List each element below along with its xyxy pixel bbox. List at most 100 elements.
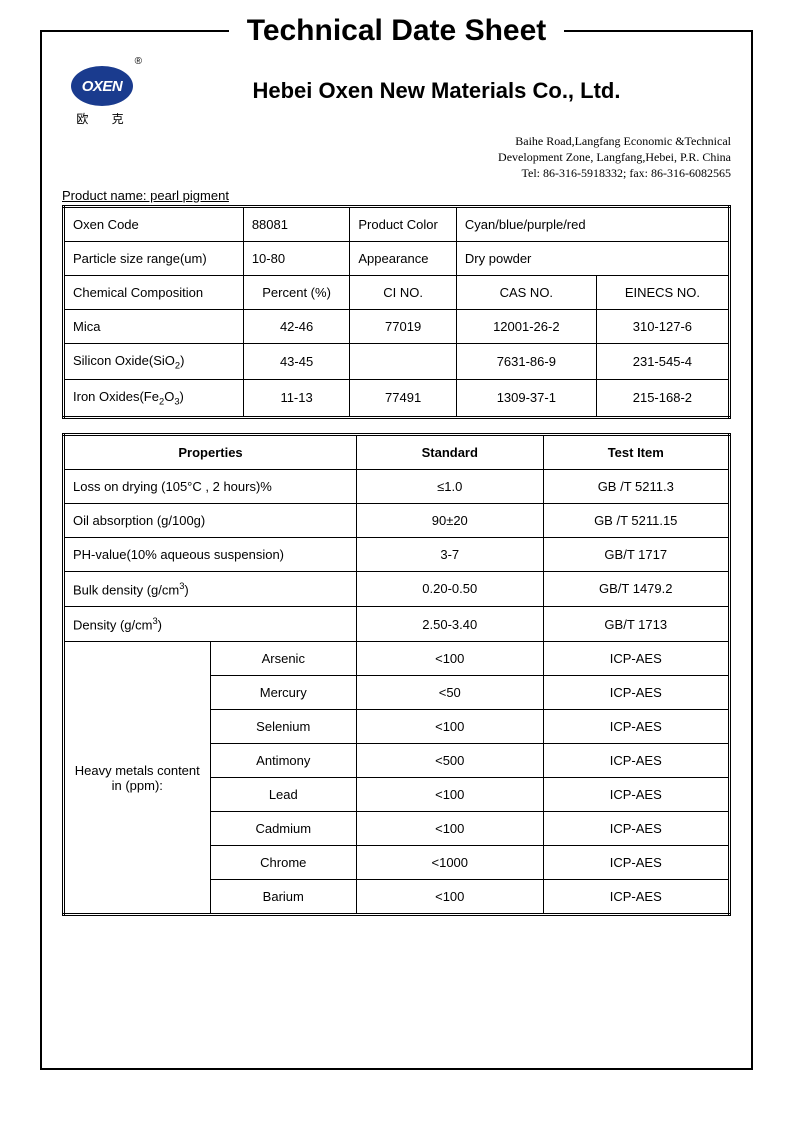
cell-value: GB /T 5211.15 [543,503,730,537]
page: Technical Date Sheet ® OXEN 欧 克 Hebei Ox… [0,0,793,1122]
header-row: ® OXEN 欧 克 Hebei Oxen New Materials Co.,… [62,58,731,127]
cell-value: <100 [357,710,543,744]
address-line-3: Tel: 86-316-5918332; fax: 86-316-6082565 [62,165,731,181]
cell-label: PH-value(10% aqueous suspension) [64,537,357,571]
cell-value: <50 [357,676,543,710]
logo-text: OXEN [82,78,123,95]
cell-value: 2.50-3.40 [357,607,543,642]
cell-header: CI NO. [350,275,457,309]
document-title: Technical Date Sheet [229,14,565,48]
cell-value: GB /T 5211.3 [543,469,730,503]
cell-label: Barium [210,880,357,915]
cell-value: ICP-AES [543,642,730,676]
address-block: Baihe Road,Langfang Economic &Technical … [62,133,731,182]
heavy-metals-label: Heavy metals content in (ppm): [64,642,211,915]
cell-value: 1309-37-1 [456,380,596,418]
table-row: Silicon Oxide(SiO2) 43-45 7631-86-9 231-… [64,343,730,380]
address-line-1: Baihe Road,Langfang Economic &Technical [62,133,731,149]
cell-value: 43-45 [243,343,350,380]
cell-label: Lead [210,778,357,812]
cell-value: <1000 [357,846,543,880]
table-row: Particle size range(um) 10-80 Appearance… [64,241,730,275]
properties-table: Properties Standard Test Item Loss on dr… [62,433,731,917]
col-header: Test Item [543,434,730,469]
company-name: Hebei Oxen New Materials Co., Ltd. [142,58,731,104]
table-row: Oil absorption (g/100g)90±20GB /T 5211.1… [64,503,730,537]
cell-label: Antimony [210,744,357,778]
cell-value: Cyan/blue/purple/red [456,206,729,241]
cell-label: Mercury [210,676,357,710]
table-row: Chemical Composition Percent (%) CI NO. … [64,275,730,309]
cell-value: 215-168-2 [596,380,729,418]
logo-block: ® OXEN 欧 克 [62,58,142,127]
cell-value: 11-13 [243,380,350,418]
outer-frame: Technical Date Sheet ® OXEN 欧 克 Hebei Ox… [40,30,753,1070]
table-row: Loss on drying (105°C , 2 hours)%≤1.0GB … [64,469,730,503]
table-row: Oxen Code 88081 Product Color Cyan/blue/… [64,206,730,241]
cell-value: ICP-AES [543,880,730,915]
cell-value: ICP-AES [543,778,730,812]
cell-value: 7631-86-9 [456,343,596,380]
table-row: Heavy metals content in (ppm):Arsenic<10… [64,642,730,676]
cell-header: CAS NO. [456,275,596,309]
cell-value: Dry powder [456,241,729,275]
cell-label: Chrome [210,846,357,880]
cell-label: Product Color [350,206,457,241]
cell-value: ICP-AES [543,846,730,880]
cell-value: 10-80 [243,241,350,275]
cell-value: <100 [357,642,543,676]
table-row: Density (g/cm3) 2.50-3.40 GB/T 1713 [64,607,730,642]
cell-value: ICP-AES [543,676,730,710]
composition-table: Oxen Code 88081 Product Color Cyan/blue/… [62,205,731,419]
cell-label: Mica [64,309,244,343]
cell-header: Percent (%) [243,275,350,309]
cell-label: Bulk density (g/cm3) [64,571,357,606]
cell-label: Appearance [350,241,457,275]
cell-value: 77491 [350,380,457,418]
cell-value: 12001-26-2 [456,309,596,343]
cell-label: Oxen Code [64,206,244,241]
cell-value: 42-46 [243,309,350,343]
cell-value: 90±20 [357,503,543,537]
cell-value: <100 [357,812,543,846]
cell-value: GB/T 1713 [543,607,730,642]
logo-mark: ® [62,58,142,66]
cell-label: Cadmium [210,812,357,846]
cell-label: Iron Oxides(Fe2O3) [64,380,244,418]
logo-subtext: 欧 克 [62,110,142,127]
cell-value: 77019 [350,309,457,343]
cell-value: GB/T 1717 [543,537,730,571]
table-row: Mica 42-46 77019 12001-26-2 310-127-6 [64,309,730,343]
cell-label: Selenium [210,710,357,744]
col-header: Properties [64,434,357,469]
cell-header: EINECS NO. [596,275,729,309]
cell-value: 0.20-0.50 [357,571,543,606]
table-row: PH-value(10% aqueous suspension)3-7GB/T … [64,537,730,571]
cell-label: Silicon Oxide(SiO2) [64,343,244,380]
cell-label: Arsenic [210,642,357,676]
table-header-row: Properties Standard Test Item [64,434,730,469]
cell-value: ≤1.0 [357,469,543,503]
cell-value: <500 [357,744,543,778]
cell-value: 3-7 [357,537,543,571]
cell-label: Particle size range(um) [64,241,244,275]
table-row: Bulk density (g/cm3) 0.20-0.50 GB/T 1479… [64,571,730,606]
cell-value: ICP-AES [543,744,730,778]
cell-value: GB/T 1479.2 [543,571,730,606]
cell-value: 310-127-6 [596,309,729,343]
cell-value: <100 [357,880,543,915]
cell-label: Chemical Composition [64,275,244,309]
product-name: Product name: pearl pigment [62,188,731,203]
cell-value [350,343,457,380]
logo-icon: OXEN [71,66,133,106]
table-row: Iron Oxides(Fe2O3) 11-13 77491 1309-37-1… [64,380,730,418]
title-wrap: Technical Date Sheet [62,14,731,48]
cell-value: ICP-AES [543,710,730,744]
cell-value: 231-545-4 [596,343,729,380]
cell-value: 88081 [243,206,350,241]
cell-value: ICP-AES [543,812,730,846]
col-header: Standard [357,434,543,469]
cell-label: Loss on drying (105°C , 2 hours)% [64,469,357,503]
cell-label: Oil absorption (g/100g) [64,503,357,537]
address-line-2: Development Zone, Langfang,Hebei, P.R. C… [62,149,731,165]
